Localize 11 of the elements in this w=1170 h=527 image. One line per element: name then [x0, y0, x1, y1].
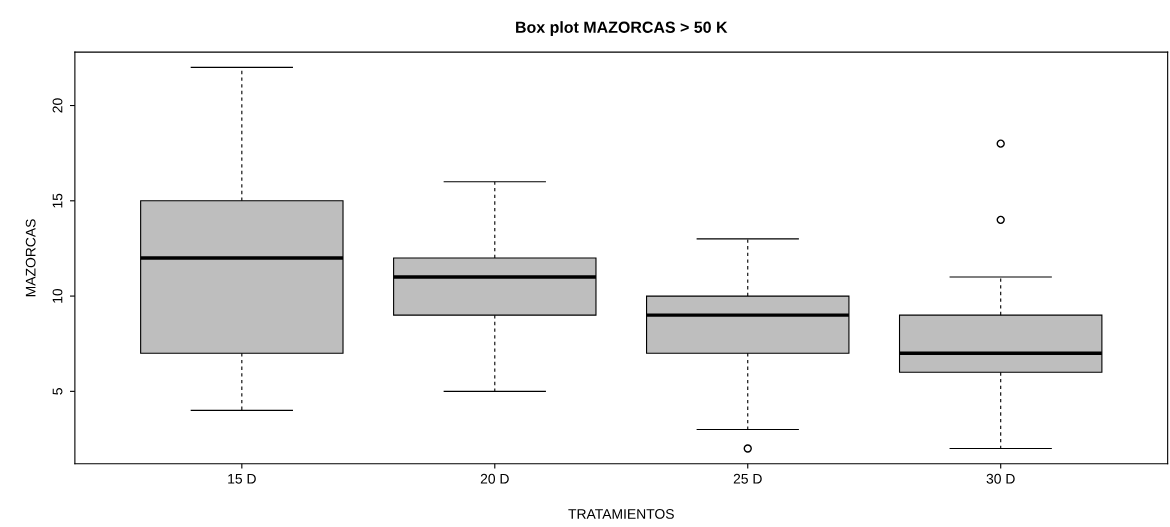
- y-tick-label: 15: [52, 193, 63, 208]
- y-tick-label: 10: [52, 288, 63, 303]
- x-axis-title: TRATAMIENTOS: [568, 509, 674, 519]
- x-tick-label: 20 D: [480, 473, 509, 484]
- y-tick-label: 5: [52, 388, 63, 395]
- x-tick-label: 15 D: [228, 473, 256, 484]
- x-tick-label: 25 D: [733, 473, 762, 484]
- y-axis-title: MAZORCAS: [25, 219, 36, 297]
- x-tick-label: 30 D: [986, 473, 1015, 484]
- chart-title: Box plot MAZORCAS > 50 K: [516, 21, 728, 37]
- y-tick-label: 20: [52, 98, 63, 113]
